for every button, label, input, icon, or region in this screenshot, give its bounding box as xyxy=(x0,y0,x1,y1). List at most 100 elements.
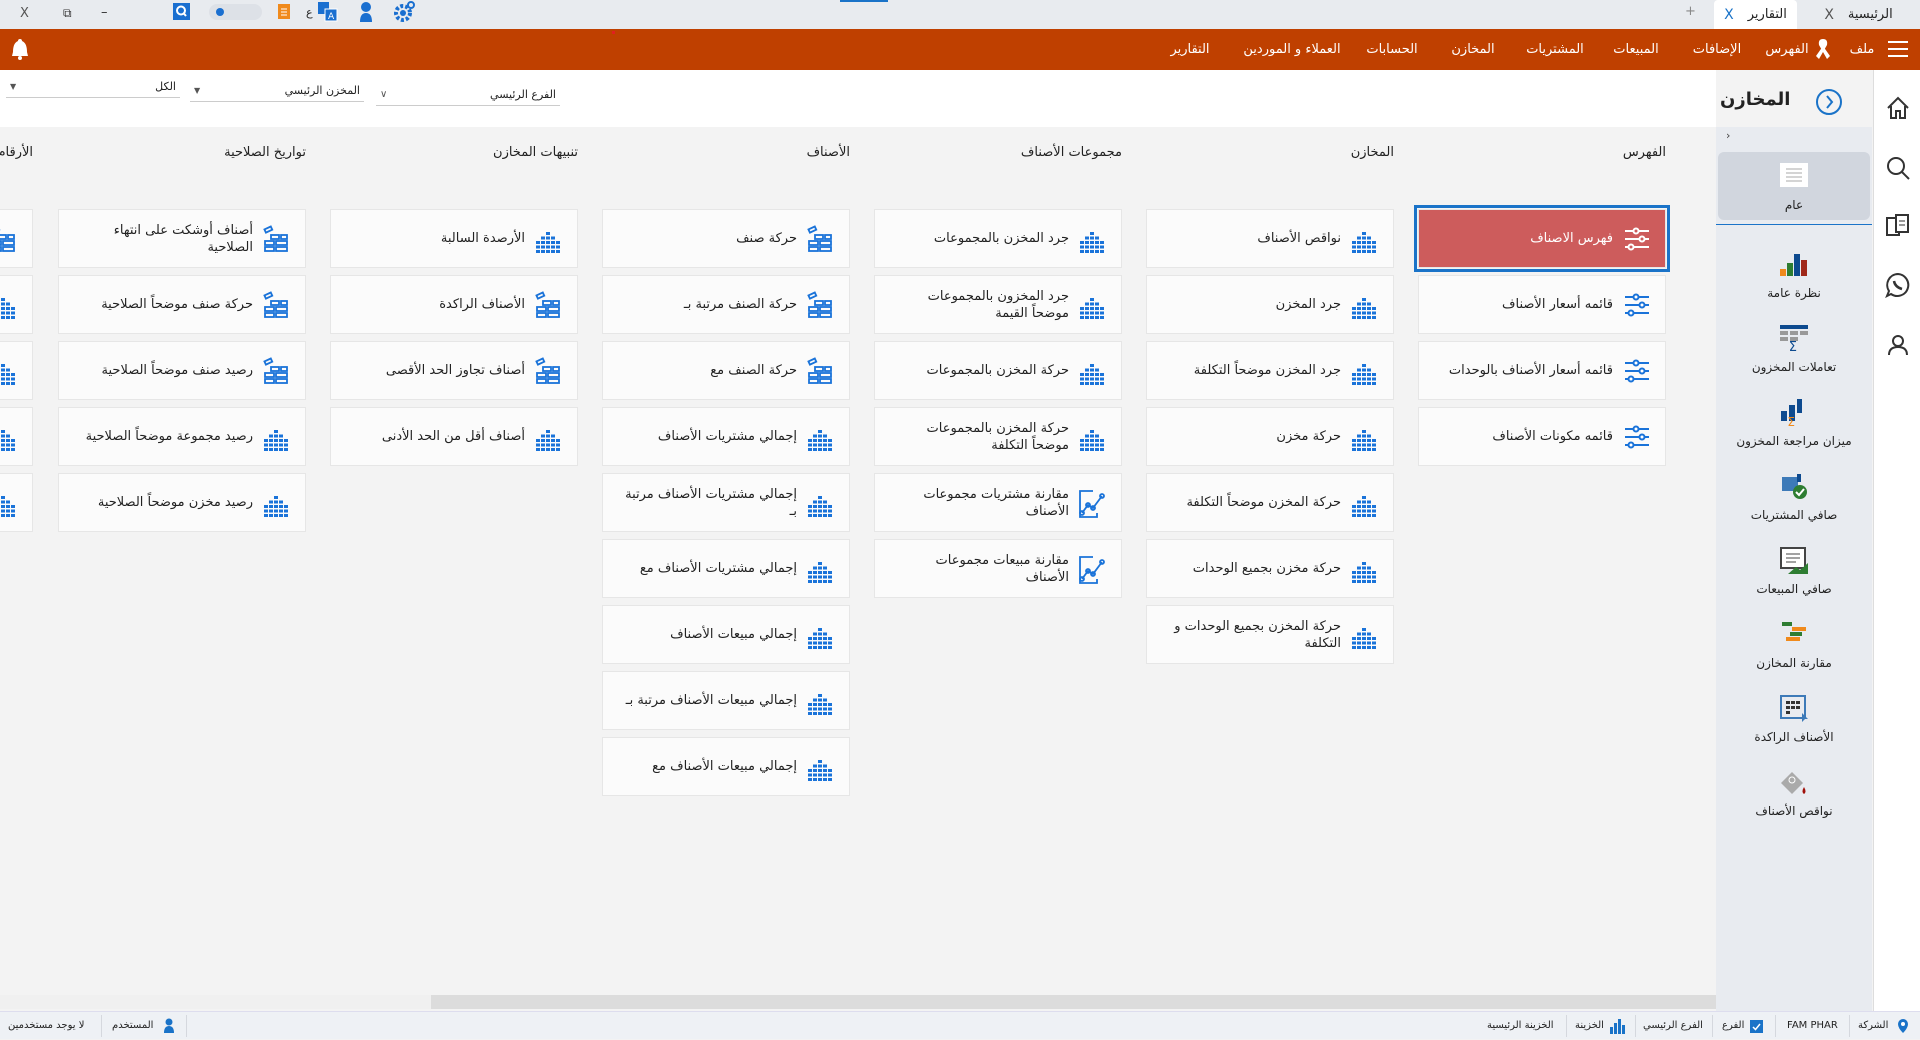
report-card[interactable]: جرد المخزن xyxy=(1146,275,1394,334)
report-card[interactable]: رصيد صنف موضحاً الصلاحية xyxy=(58,341,306,400)
report-card[interactable]: فهرس الاصناف xyxy=(1414,205,1670,272)
column-header: الفهرس xyxy=(1622,145,1666,160)
report-card[interactable]: إجمالي مشتريات الأصناف xyxy=(602,407,850,466)
report-card[interactable]: نواقص الأصناف xyxy=(1146,209,1394,268)
report-card[interactable]: أصناف أوشكت على انتهاء الصلاحية xyxy=(58,209,306,268)
report-card[interactable]: حركة صنف موضحاً الصلاحية xyxy=(58,275,306,334)
user-icon[interactable] xyxy=(357,1,375,23)
report-card-label: رصيد مجموعة موضحاً الصلاحية xyxy=(85,429,253,444)
report-card[interactable] xyxy=(0,275,33,334)
report-card-label: حركة المخزن بالمجموعات موضحاً التكلفة xyxy=(926,420,1069,453)
checkbox-icon[interactable] xyxy=(1750,1020,1763,1033)
menu-reports[interactable]: التقارير xyxy=(1170,42,1210,57)
tab-home-label: الرئيسية xyxy=(1847,7,1893,22)
close-tab-icon[interactable]: X xyxy=(1724,6,1734,23)
menu-additions[interactable]: الإضافات xyxy=(1692,42,1742,57)
sidebar-item[interactable]: Σ تعاملات المخزون xyxy=(1716,311,1872,385)
new-tab-button[interactable]: + xyxy=(1685,4,1696,19)
branch-select-value: الفرع الرئيسي xyxy=(490,88,556,101)
report-card[interactable]: جرد المخزن موضحاً التكلفة xyxy=(1146,341,1394,400)
report-card[interactable]: حركة مخزن xyxy=(1146,407,1394,466)
report-card[interactable]: حركة المخزن موضحاً التكلفة xyxy=(1146,473,1394,532)
hamburger-menu-icon[interactable] xyxy=(1888,39,1908,59)
tab-home[interactable]: الرئيسية X xyxy=(1797,0,1920,29)
report-card[interactable]: إجمالي مبيعات الأصناف مع xyxy=(602,737,850,796)
whatsapp-icon[interactable] xyxy=(1885,272,1911,298)
menu-accounts[interactable]: الحسابات xyxy=(1366,42,1418,57)
report-card[interactable]: جرد المخزون بالمجموعات موضحاً القيمة xyxy=(874,275,1122,334)
report-card[interactable]: إجمالي مبيعات الأصناف مرتبة بـ xyxy=(602,671,850,730)
report-card-label: حركة صنف xyxy=(736,231,797,246)
collapse-arrow-icon[interactable]: › xyxy=(1726,129,1731,142)
report-card[interactable]: حركة صنف xyxy=(602,209,850,268)
sidebar-item[interactable]: الأصناف الراكدة xyxy=(1716,681,1872,755)
report-card[interactable] xyxy=(0,209,33,268)
menu-file[interactable]: ملف xyxy=(1849,42,1875,57)
report-card[interactable]: قائمه أسعار الأصناف xyxy=(1418,275,1666,334)
report-card[interactable]: رصيد مخزن موضحاً الصلاحية xyxy=(58,473,306,532)
translate-icon[interactable]: A xyxy=(318,2,338,22)
toggle-switch[interactable] xyxy=(209,4,262,20)
back-arrow-icon[interactable] xyxy=(1815,88,1843,116)
sidebar-item[interactable]: Σ ميزان مراجعة المخزون xyxy=(1716,385,1872,459)
tab-reports[interactable]: التقارير X xyxy=(1714,0,1797,29)
sidebar-item[interactable]: عام xyxy=(1718,152,1870,220)
menu-stores[interactable]: المخازن xyxy=(1451,42,1495,57)
documents-icon[interactable] xyxy=(1885,212,1911,238)
report-card[interactable]: مقارنة مشتريات مجموعات الأصناف xyxy=(874,473,1122,532)
column-header: تواريخ الصلاحية xyxy=(224,145,306,160)
menu-purchases[interactable]: المشتريات xyxy=(1526,42,1584,57)
report-card[interactable]: إجمالي مشتريات الأصناف مرتبة بـ xyxy=(602,473,850,532)
report-card[interactable]: حركة مخزن بجميع الوحدات xyxy=(1146,539,1394,598)
close-window-button[interactable]: X xyxy=(20,6,29,21)
sidebar-item[interactable]: مقارنة المخازن xyxy=(1716,607,1872,681)
report-card[interactable]: حركة المخزن بجميع الوحدات و التكلفة xyxy=(1146,605,1394,664)
search-icon[interactable] xyxy=(173,3,190,20)
bars-icon xyxy=(1077,225,1107,253)
gear-icon[interactable] xyxy=(392,0,416,24)
sidebar-item[interactable]: نواقص الأصناف xyxy=(1716,755,1872,829)
report-card[interactable]: الأرصدة السالبة xyxy=(330,209,578,268)
document-icon[interactable] xyxy=(278,4,290,19)
report-card[interactable]: رصيد مجموعة موضحاً الصلاحية xyxy=(58,407,306,466)
menu-sales[interactable]: المبيعات xyxy=(1613,42,1659,57)
sidebar-item[interactable]: نظرة عامة xyxy=(1716,237,1872,311)
report-card[interactable]: قائمه مكونات الأصناف xyxy=(1418,407,1666,466)
report-card[interactable]: جرد المخزن بالمجموعات xyxy=(874,209,1122,268)
gantt-icon xyxy=(1778,619,1810,652)
sidebar-item[interactable]: صافي المشتريات xyxy=(1716,459,1872,533)
report-card[interactable]: حركة المخزن بالمجموعات موضحاً التكلفة xyxy=(874,407,1122,466)
report-card[interactable]: إجمالي مبيعات الأصناف xyxy=(602,605,850,664)
language-label[interactable]: ع xyxy=(306,6,313,19)
report-card[interactable] xyxy=(0,407,33,466)
boxes-icon xyxy=(261,224,291,253)
report-card[interactable]: إجمالي مشتريات الأصناف مع xyxy=(602,539,850,598)
report-card-label: رصيد مخزن موضحاً الصلاحية xyxy=(97,495,253,510)
store-select[interactable]: المخزن الرئيسي ▼ xyxy=(190,80,364,102)
report-card[interactable]: حركة الصنف مع xyxy=(602,341,850,400)
dropdown-arrow-icon: ▼ xyxy=(194,86,201,95)
branch-select[interactable]: الفرع الرئيسي ∨ xyxy=(376,84,560,106)
report-card[interactable]: الأصناف الراكدة xyxy=(330,275,578,334)
report-card[interactable]: قائمه أسعار الأصناف بالوحدات xyxy=(1418,341,1666,400)
home-icon[interactable] xyxy=(1885,95,1911,121)
report-card[interactable] xyxy=(0,341,33,400)
horizontal-scrollbar[interactable] xyxy=(0,995,1716,1009)
report-card[interactable]: أصناف تجاوز الحد الأقصى xyxy=(330,341,578,400)
report-card[interactable] xyxy=(0,473,33,532)
menu-customers-suppliers[interactable]: العملاء و الموردين xyxy=(1243,42,1341,57)
user-icon[interactable] xyxy=(1885,332,1911,358)
close-tab-icon[interactable]: X xyxy=(1824,6,1834,23)
search-icon[interactable] xyxy=(1885,155,1911,181)
restore-window-button[interactable]: ⧉ xyxy=(63,6,72,20)
report-card[interactable]: حركة المخزن بالمجموعات xyxy=(874,341,1122,400)
bell-icon[interactable] xyxy=(11,38,29,61)
report-card[interactable]: حركة الصنف مرتبة بـ xyxy=(602,275,850,334)
scrollbar-thumb[interactable] xyxy=(431,995,1716,1009)
sidebar-item[interactable]: صافي المبيعات xyxy=(1716,533,1872,607)
minimize-window-button[interactable]: – xyxy=(101,5,108,20)
report-card[interactable]: أصناف أقل من الحد الأدنى xyxy=(330,407,578,466)
report-card[interactable]: مقارنة مبيعات مجموعات الأصناف xyxy=(874,539,1122,598)
menu-index[interactable]: الفهرس xyxy=(1765,42,1809,57)
category-select[interactable]: الكل ▼ xyxy=(6,76,180,98)
